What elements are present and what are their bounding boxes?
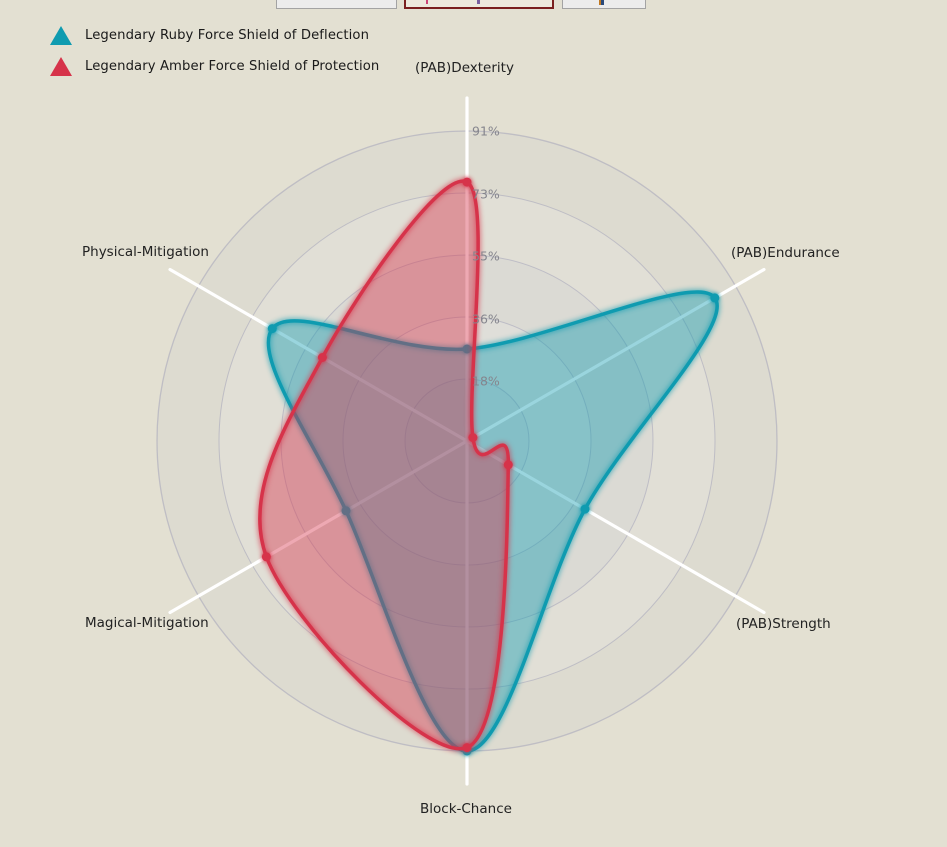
toolbar-button-left[interactable] bbox=[276, 0, 397, 9]
series-0-point-0[interactable] bbox=[462, 344, 472, 354]
radial-tick-18: 18% bbox=[472, 373, 500, 389]
series-0-point-4[interactable] bbox=[341, 506, 351, 516]
triangle-marker-icon bbox=[50, 57, 72, 76]
radial-tick-36: 36% bbox=[472, 311, 500, 327]
series-1-point-1[interactable] bbox=[468, 433, 478, 443]
series-1-point-3[interactable] bbox=[462, 743, 472, 753]
axis-label-endurance: (PAB)Endurance bbox=[731, 245, 840, 261]
series-1-point-0[interactable] bbox=[462, 177, 472, 187]
series-1 bbox=[258, 177, 513, 753]
series-0-point-5[interactable] bbox=[267, 324, 277, 334]
legend-item-ruby-shield[interactable]: Legendary Ruby Force Shield of Deflectio… bbox=[50, 26, 369, 45]
radial-tick-55: 55% bbox=[472, 248, 500, 264]
radar-axis-spokes bbox=[168, 96, 766, 786]
series-0-point-2[interactable] bbox=[580, 504, 590, 514]
button-glyph-icon bbox=[426, 0, 428, 4]
radial-tick-91: 91% bbox=[472, 123, 500, 139]
legend-label: Legendary Amber Force Shield of Protecti… bbox=[85, 59, 380, 74]
series-1-point-4[interactable] bbox=[261, 552, 271, 562]
axis-label-dexterity: (PAB)Dexterity bbox=[415, 60, 514, 76]
toolbar-button-active[interactable] bbox=[404, 0, 554, 9]
button-glyph-icon bbox=[601, 0, 604, 5]
button-glyph-icon bbox=[477, 0, 480, 4]
triangle-marker-icon bbox=[50, 26, 72, 45]
series-1-point-5[interactable] bbox=[317, 353, 327, 362]
axis-label-magical-mitigation: Magical-Mitigation bbox=[85, 615, 209, 631]
axis-label-block-chance: Block-Chance bbox=[420, 801, 512, 817]
legend-item-amber-shield[interactable]: Legendary Amber Force Shield of Protecti… bbox=[50, 57, 379, 76]
series-0 bbox=[266, 290, 720, 756]
axis-label-physical-mitigation: Physical-Mitigation bbox=[82, 244, 209, 260]
series-1-point-2[interactable] bbox=[503, 460, 513, 470]
toolbar-button-right[interactable] bbox=[562, 0, 646, 9]
axis-label-strength: (PAB)Strength bbox=[736, 616, 831, 632]
button-glyph-icon bbox=[599, 0, 601, 5]
series-0-point-1[interactable] bbox=[710, 293, 720, 303]
legend-label: Legendary Ruby Force Shield of Deflectio… bbox=[85, 28, 370, 43]
radial-tick-73: 73% bbox=[472, 186, 500, 202]
